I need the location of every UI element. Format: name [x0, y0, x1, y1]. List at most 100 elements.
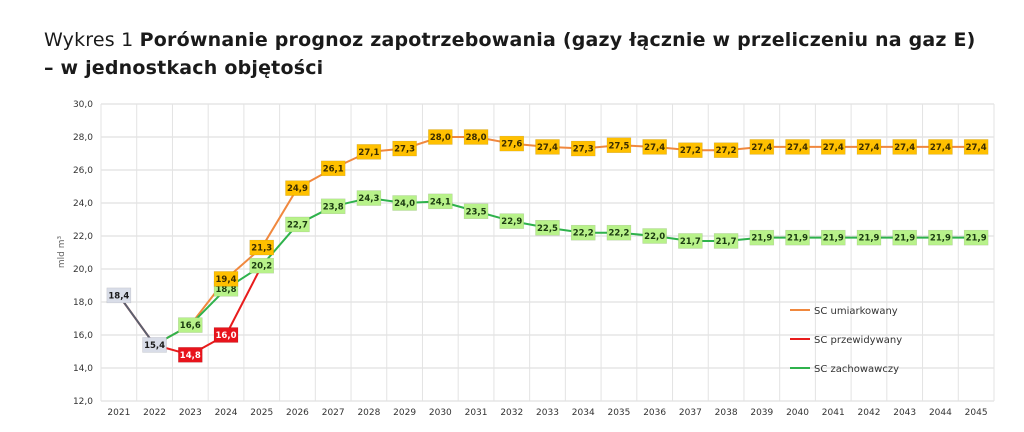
- data-label: 27,4: [963, 139, 989, 155]
- data-label: 21,9: [856, 229, 882, 246]
- x-tick-label: 2021: [107, 408, 130, 418]
- figure-caption: Wykres 1 Porównanie prognoz zapotrzebowa…: [44, 26, 984, 82]
- data-label-box: [249, 239, 274, 256]
- y-tick-label: 22,0: [73, 232, 93, 242]
- x-tick-label: 2041: [822, 408, 845, 418]
- data-label-historical: 15,4: [142, 337, 167, 353]
- x-tick-label: 2032: [500, 408, 523, 418]
- data-label: 21,9: [785, 229, 810, 246]
- data-label: 27,2: [678, 142, 703, 158]
- data-label-box: [428, 193, 453, 210]
- data-label-box: [213, 327, 239, 343]
- data-label-box: [713, 233, 739, 249]
- data-label-text: 22,7: [287, 220, 308, 230]
- data-label-box: [463, 129, 489, 145]
- data-label-box: [356, 190, 382, 206]
- data-label-box: [213, 271, 239, 287]
- data-label-box: [606, 137, 632, 153]
- data-label-box: [463, 203, 489, 219]
- data-label: 27,1: [356, 144, 382, 160]
- data-label: 21,9: [821, 229, 846, 246]
- x-tick-label: 2037: [679, 408, 702, 418]
- data-label-text: 19,4: [216, 275, 237, 285]
- data-label-box: [320, 198, 346, 215]
- data-label-text: 24,9: [287, 184, 308, 194]
- data-label: 28,0: [428, 129, 453, 145]
- data-label-text: 14,8: [180, 351, 201, 361]
- chart-grid: [100, 103, 995, 402]
- figure-number: Wykres 1: [44, 29, 134, 51]
- x-tick-label: 2036: [643, 408, 666, 418]
- data-label: 27,5: [606, 137, 632, 153]
- data-label-text: 27,3: [573, 145, 594, 155]
- data-label-box: [428, 129, 453, 145]
- y-tick-label: 26,0: [73, 166, 93, 176]
- data-label-box: [499, 135, 525, 152]
- data-label-box: [320, 160, 346, 177]
- data-label-box: [499, 213, 525, 229]
- data-label-box: [678, 233, 703, 249]
- data-label-box: [963, 229, 989, 246]
- data-label: 21,7: [678, 233, 703, 249]
- data-label: 16,0: [213, 327, 239, 343]
- data-label: 26,1: [320, 160, 346, 177]
- data-label-text: 18,8: [216, 285, 237, 295]
- data-label: 27,4: [785, 139, 810, 155]
- data-label-text: 22,5: [537, 224, 558, 234]
- data-label-text: 21,9: [930, 234, 951, 244]
- data-label-text: 27,4: [751, 143, 772, 153]
- data-label-box: [570, 140, 596, 157]
- data-label-text: 18,4: [108, 291, 129, 301]
- y-tick-label: 28,0: [73, 133, 93, 143]
- figure-title: Porównanie prognoz zapotrzebowania (gazy…: [44, 29, 976, 79]
- data-label: 22,2: [606, 224, 632, 241]
- data-label-text: 27,4: [894, 143, 915, 153]
- data-label-box: [785, 229, 810, 246]
- data-label-text: 15,4: [144, 341, 165, 351]
- data-label: 24,3: [356, 190, 382, 206]
- x-tick-label: 2022: [143, 408, 166, 418]
- data-label-text: 27,5: [608, 141, 629, 151]
- data-label: 27,4: [642, 139, 667, 155]
- x-tick-label: 2035: [607, 408, 630, 418]
- data-label: 24,1: [428, 193, 453, 210]
- y-axis-label: mld m³: [57, 236, 67, 269]
- data-label-box: [856, 229, 882, 246]
- data-label-box: [392, 195, 417, 211]
- data-label: 21,9: [749, 229, 775, 246]
- data-label-box: [821, 139, 846, 155]
- data-label-text: 27,4: [787, 143, 808, 153]
- data-label: 19,4: [213, 271, 239, 287]
- y-tick-label: 12,0: [73, 397, 93, 407]
- data-label-box: [642, 228, 667, 244]
- data-label-text: 27,1: [358, 148, 379, 158]
- x-tick-label: 2042: [858, 408, 881, 418]
- data-label: 23,8: [320, 198, 346, 215]
- data-label-text: 24,3: [358, 194, 379, 204]
- x-tick-label: 2039: [750, 408, 773, 418]
- y-axis-ticks: 12,0 14,0 16,0 18,0 20,0 22,0 24,0 26,0 28,0 30,0: [73, 100, 93, 407]
- data-label: 21,9: [928, 229, 953, 246]
- data-label: 21,9: [963, 229, 989, 246]
- data-label-box: [928, 229, 953, 246]
- data-label: 27,4: [892, 139, 917, 155]
- data-label-text: 27,4: [537, 143, 558, 153]
- x-tick-label: 2033: [536, 408, 559, 418]
- data-label: 27,3: [570, 140, 596, 157]
- data-label: 24,9: [285, 180, 310, 196]
- data-label-text: 16,0: [216, 331, 237, 341]
- data-label-box: [249, 257, 274, 274]
- data-label-text: 21,9: [894, 234, 915, 244]
- data-label-text: 22,2: [608, 229, 629, 239]
- x-tick-label: 2038: [715, 408, 738, 418]
- data-label-text: 24,1: [430, 197, 451, 207]
- data-label: 21,9: [892, 229, 917, 246]
- data-label-text: 28,0: [466, 133, 487, 143]
- data-label: 22,9: [499, 213, 525, 229]
- data-label-historical: 18,4: [106, 287, 132, 304]
- data-label-box: [749, 229, 775, 246]
- data-label: 16,6: [178, 317, 203, 333]
- data-label-box: [392, 140, 417, 157]
- data-label-text: 28,0: [430, 133, 451, 143]
- y-tick-label: 18,0: [73, 298, 93, 308]
